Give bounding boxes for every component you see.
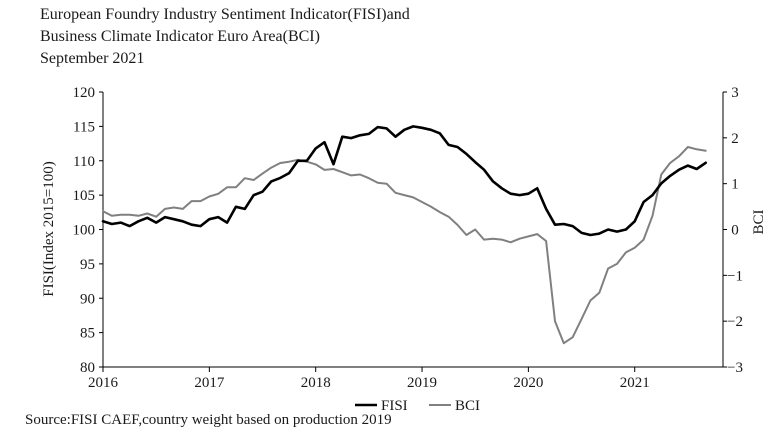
x-tick-label: 2018 (301, 375, 331, 391)
chart-series (101, 125, 708, 345)
chart-title-line-2: Business Climate Indicator Euro Area(BCI… (40, 28, 320, 45)
y2-tick-label: −1 (727, 268, 743, 284)
chart-axes (102, 92, 724, 368)
source-note: Source:FISI CAEF,country weight based on… (25, 412, 392, 428)
x-tick-label: 2019 (407, 375, 437, 391)
series-line-bci (102, 146, 707, 345)
y-tick-label: 95 (80, 257, 95, 273)
y2-tick-label: 1 (731, 177, 739, 193)
chart-ticks: 80 85 90 95 100 105 110 115 120 −3 −2 −1 0 1 2 3 2016 201… (73, 85, 743, 391)
y2-tick-label: 0 (731, 223, 739, 239)
y-tick-label: 85 (80, 326, 95, 342)
series-line-fisi (101, 125, 708, 237)
chart-title-block: European Foundry Industry Sentiment Indi… (40, 4, 410, 70)
chart-title-line-1: European Foundry Industry Sentiment Indi… (40, 6, 410, 23)
y2-tick-label: 2 (731, 131, 739, 147)
y2-tick-label: 3 (731, 85, 739, 101)
y-tick-label: 80 (80, 360, 95, 376)
chart-subtitle: September 2021 (40, 50, 145, 67)
y-tick-label: 105 (73, 188, 96, 204)
x-tick-label: 2021 (620, 375, 650, 391)
y-tick-label: 100 (73, 223, 96, 239)
x-tick-label: 2016 (88, 375, 119, 391)
legend-label-bci: BCI (455, 398, 480, 414)
y2-axis-label: BCI (751, 209, 767, 234)
y-tick-label: 115 (73, 119, 95, 135)
y-axis-label: FISI(Index 2015=100) (41, 161, 57, 297)
x-tick-label: 2017 (194, 375, 225, 391)
legend-label-fisi: FISI (381, 398, 408, 414)
y2-tick-label: −2 (727, 314, 743, 330)
y-tick-label: 110 (73, 154, 95, 170)
chart-legend: FISI BCI (355, 398, 480, 414)
y-tick-label: 90 (80, 291, 95, 307)
x-tick-label: 2020 (513, 375, 543, 391)
y-tick-label: 120 (73, 85, 96, 101)
y2-tick-label: −3 (727, 360, 743, 376)
